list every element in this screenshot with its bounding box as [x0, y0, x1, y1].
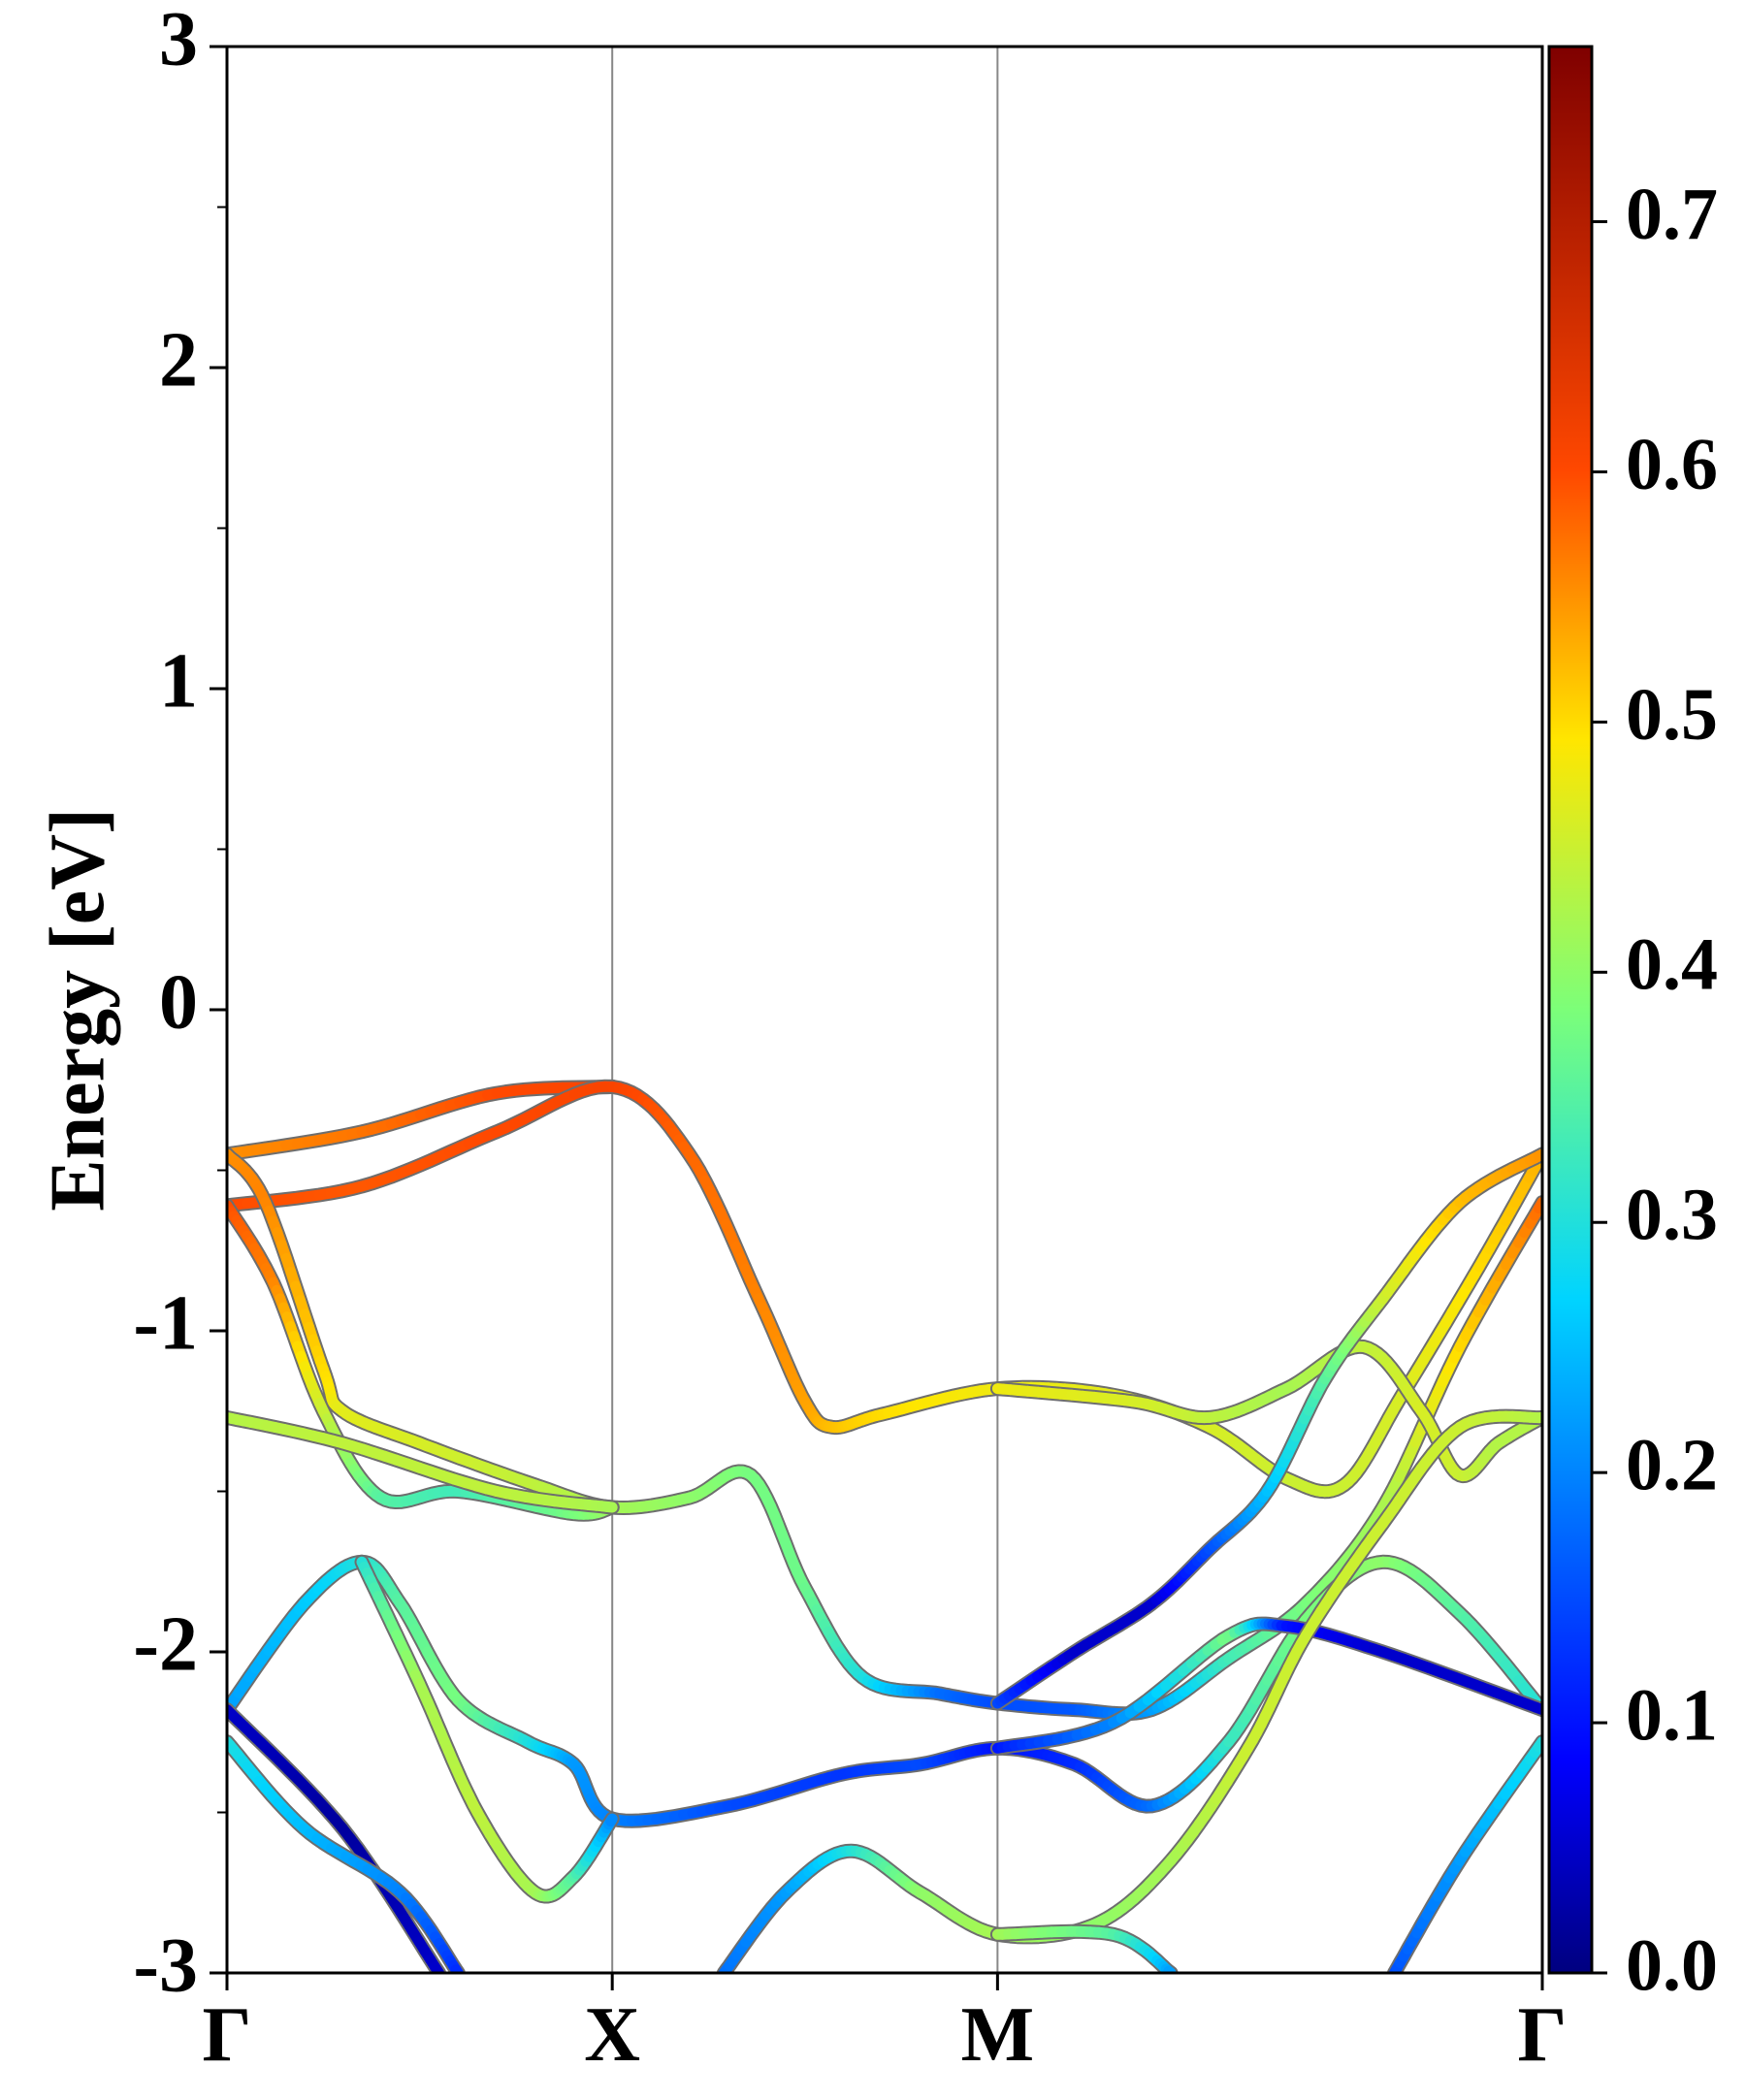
colorbar-tick-label: 0.6 — [1626, 424, 1718, 505]
colorbar-tick-label: 0.4 — [1626, 924, 1718, 1006]
y-tick-label: -2 — [133, 1601, 198, 1687]
y-tick-label: 3 — [159, 0, 198, 81]
y-tick-label: 2 — [159, 317, 198, 403]
x-tick-label: X — [584, 1992, 640, 2078]
band-outline — [997, 1346, 1542, 1475]
x-tick-label: Γ — [203, 1992, 252, 2078]
y-tick-label: -1 — [133, 1280, 198, 1366]
band-segment — [611, 1819, 613, 1822]
band-series — [227, 1154, 1542, 1714]
band-series — [1395, 1742, 1543, 1973]
colorbar-ticks: 0.0 0.1 0.2 0.3 0.4 0.5 0.6 0.7 — [1592, 174, 1718, 2006]
colorbar-tick-label: 0.2 — [1626, 1425, 1718, 1506]
band-series — [997, 1931, 1171, 1973]
colorbar-tick-label: 0.0 — [1626, 1924, 1718, 2006]
y-tick-label: 1 — [159, 638, 198, 724]
y-axis-ticks: 3 2 1 0 -1 -2 -3 — [133, 0, 227, 2008]
colorbar — [1549, 47, 1592, 1973]
band-series — [724, 1416, 1542, 1973]
y-axis-title: Energy [eV] — [35, 808, 120, 1211]
colorbar-tick-label: 0.1 — [1626, 1675, 1718, 1757]
x-tick-label: Γ — [1518, 1992, 1568, 2078]
colorbar-tick-label: 0.3 — [1626, 1175, 1718, 1256]
kpoint-lines — [612, 47, 997, 1973]
band-segment — [607, 1507, 612, 1508]
band-outline — [227, 1154, 1542, 1714]
band-series — [227, 1086, 1542, 1492]
band-outline — [724, 1416, 1542, 1973]
y-tick-label: 0 — [159, 959, 198, 1045]
band-series — [997, 1346, 1542, 1475]
colorbar-tick-label: 0.7 — [1626, 174, 1718, 255]
x-tick-label: M — [961, 1992, 1035, 2078]
band-lines — [227, 1086, 1542, 1973]
y-tick-label: -3 — [133, 1922, 198, 2008]
colorbar-tick-label: 0.5 — [1626, 674, 1718, 756]
band-outline — [227, 1086, 1542, 1492]
